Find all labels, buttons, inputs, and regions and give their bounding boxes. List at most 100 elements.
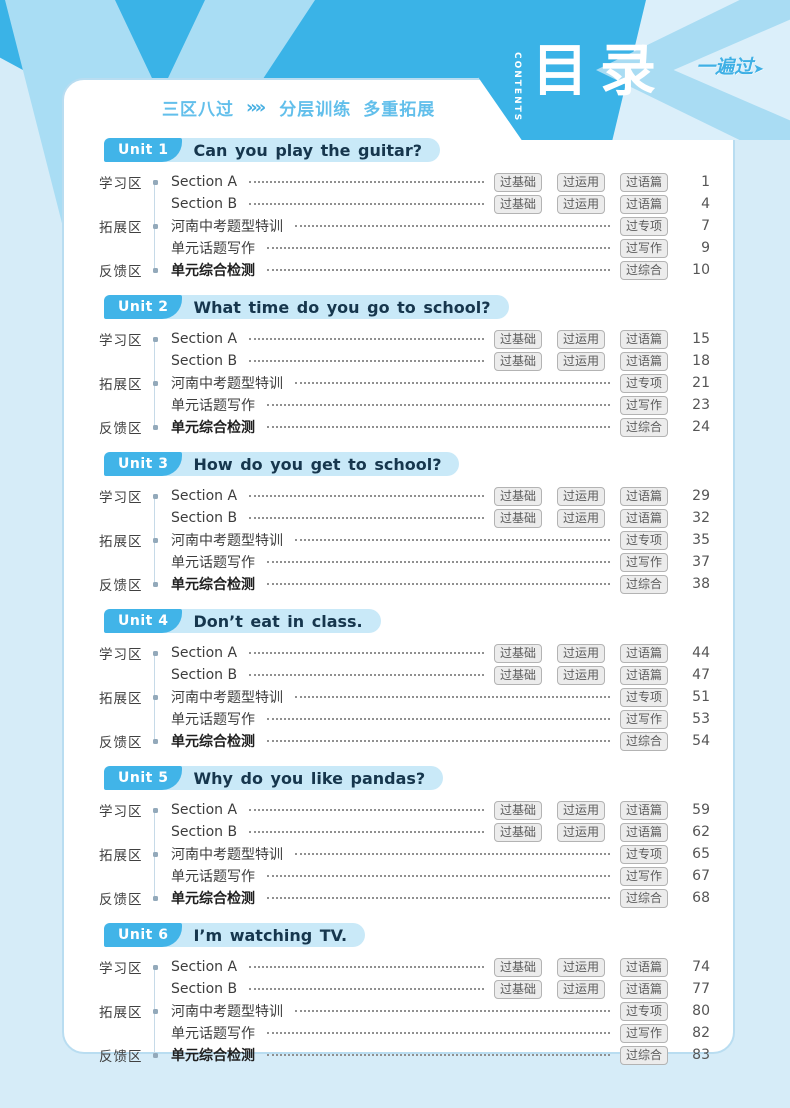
unit-rows: 学习区 Section A 过基础 过运用 过语篇 29 Section B 过基础… xyxy=(99,485,710,595)
unit-badge: Unit 5 xyxy=(104,766,183,790)
zone-dot-col xyxy=(145,1031,165,1036)
contents-header: CONTENTS 目录 一遍过➤ xyxy=(478,0,790,140)
zone-label: 学习区 xyxy=(99,647,143,663)
zone-dot-col xyxy=(145,560,165,565)
toc-item-label: 河南中考题型特训 xyxy=(171,376,283,392)
toc-item-label: Section A xyxy=(171,331,238,347)
dotted-leader xyxy=(249,809,484,811)
toc-row: 单元话题写作 过写作 23 xyxy=(99,394,710,416)
pass-tags: 过基础 过运用 过语篇 xyxy=(493,172,668,192)
pass-tag: 过基础 xyxy=(493,486,542,506)
zone-dot-col xyxy=(145,359,165,364)
pass-tag: 过基础 xyxy=(493,957,542,977)
unit-block: Unit 1 Can you play the guitar? 学习区 Sect… xyxy=(99,138,710,281)
dotted-leader xyxy=(267,875,610,877)
dotted-leader xyxy=(249,360,484,362)
zone-label: 拓展区 xyxy=(99,220,143,236)
page-number: 80 xyxy=(692,1003,710,1019)
pass-tag: 过运用 xyxy=(556,508,605,528)
toc-row: 反馈区 单元综合检测 过综合 83 xyxy=(99,1044,710,1066)
unit-header: Unit 1 Can you play the guitar? xyxy=(104,138,440,162)
pass-tag: 过语篇 xyxy=(619,351,668,371)
unit-title: Can you play the guitar? xyxy=(193,140,422,160)
pass-tags: 过写作 xyxy=(619,1023,668,1043)
pass-tags: 过综合 xyxy=(619,888,668,908)
pass-tag: 过基础 xyxy=(493,351,542,371)
toc-row: Section B 过基础 过运用 过语篇 47 xyxy=(99,664,710,686)
zone-dot-icon xyxy=(152,1052,158,1058)
units: Unit 1 Can you play the guitar? 学习区 Sect… xyxy=(99,138,710,1066)
zone-label: 学习区 xyxy=(99,176,143,192)
zone-dot-col xyxy=(145,403,165,408)
pass-tag: 过运用 xyxy=(556,643,605,663)
pass-tag: 过基础 xyxy=(493,329,542,349)
toc-row: Section B 过基础 过运用 过语篇 4 xyxy=(99,193,710,215)
zone-dot-col xyxy=(145,874,165,879)
dotted-leader xyxy=(267,897,610,899)
zone-dot-icon xyxy=(152,964,158,970)
dotted-leader xyxy=(249,831,484,833)
zone-dot-col xyxy=(145,424,165,430)
toc-item-label: Section A xyxy=(171,959,238,975)
logo-arrow-icon: ➤ xyxy=(753,62,764,77)
zone-label: 反馈区 xyxy=(99,421,143,437)
pass-tags: 过基础 过运用 过语篇 xyxy=(493,486,668,506)
page-number: 10 xyxy=(692,262,710,278)
zone-dot-col xyxy=(145,493,165,499)
dotted-leader xyxy=(267,718,610,720)
zone-dot-icon xyxy=(152,895,158,901)
pass-tag: 过专项 xyxy=(619,844,668,864)
pass-tags: 过基础 过运用 过语篇 xyxy=(493,508,668,528)
dotted-leader xyxy=(267,404,610,406)
pass-tag: 过基础 xyxy=(493,508,542,528)
toc-row: 反馈区 单元综合检测 过综合 68 xyxy=(99,887,710,909)
toc-item-label: Section B xyxy=(171,667,238,683)
page-number: 32 xyxy=(692,510,710,526)
zone-dot-icon xyxy=(152,1008,158,1014)
zone-label: 反馈区 xyxy=(99,1049,143,1065)
tagline-tail: 多重拓展 xyxy=(363,99,436,120)
unit-header: Unit 4 Don’t eat in class. xyxy=(104,609,381,633)
zone-label: 拓展区 xyxy=(99,1005,143,1021)
toc-row: 学习区 Section A 过基础 过运用 过语篇 44 xyxy=(99,642,710,664)
pass-tag: 过专项 xyxy=(619,373,668,393)
zone-dot-icon xyxy=(152,223,158,229)
toc-item-label: 河南中考题型特训 xyxy=(171,690,283,706)
toc-item-label: 单元话题写作 xyxy=(171,555,255,571)
toc-item-label: Section B xyxy=(171,353,238,369)
page-number: 54 xyxy=(692,733,710,749)
toc-row: 单元话题写作 过写作 37 xyxy=(99,551,710,573)
dotted-leader xyxy=(249,517,484,519)
unit-title: Why do you like pandas? xyxy=(193,768,426,788)
toc-row: 单元话题写作 过写作 67 xyxy=(99,865,710,887)
dotted-leader xyxy=(267,269,610,271)
toc-row: 拓展区 河南中考题型特训 过专项 7 xyxy=(99,215,710,237)
pass-tag: 过语篇 xyxy=(619,508,668,528)
unit-block: Unit 3 How do you get to school? 学习区 Sec… xyxy=(99,452,710,595)
pass-tags: 过综合 xyxy=(619,260,668,280)
toc-row: 反馈区 单元综合检测 过综合 24 xyxy=(99,416,710,438)
zone-label: 反馈区 xyxy=(99,578,143,594)
toc-item-label: 单元综合检测 xyxy=(171,891,255,907)
toc-item-label: 单元综合检测 xyxy=(171,263,255,279)
zone-dot-col xyxy=(145,738,165,744)
dotted-leader xyxy=(249,966,484,968)
pass-tag: 过综合 xyxy=(619,574,668,594)
toc-row: 学习区 Section A 过基础 过运用 过语篇 29 xyxy=(99,485,710,507)
toc-row: 反馈区 单元综合检测 过综合 10 xyxy=(99,259,710,281)
page-title: 目录 xyxy=(532,39,668,104)
page-number: 74 xyxy=(692,959,710,975)
page-number: 15 xyxy=(692,331,710,347)
unit-header: Unit 6 I’m watching TV. xyxy=(104,923,366,947)
pass-tag: 过基础 xyxy=(493,979,542,999)
toc-item-label: 单元综合检测 xyxy=(171,420,255,436)
zone-dot-col xyxy=(145,267,165,273)
page-number: 44 xyxy=(692,645,710,661)
brand-logo-text: 一遍过 xyxy=(696,56,754,78)
pass-tag: 过语篇 xyxy=(619,957,668,977)
pass-tags: 过综合 xyxy=(619,574,668,594)
page-number: 29 xyxy=(692,488,710,504)
pass-tag: 过写作 xyxy=(619,1023,668,1043)
toc-item-label: 单元综合检测 xyxy=(171,734,255,750)
pass-tags: 过写作 xyxy=(619,395,668,415)
